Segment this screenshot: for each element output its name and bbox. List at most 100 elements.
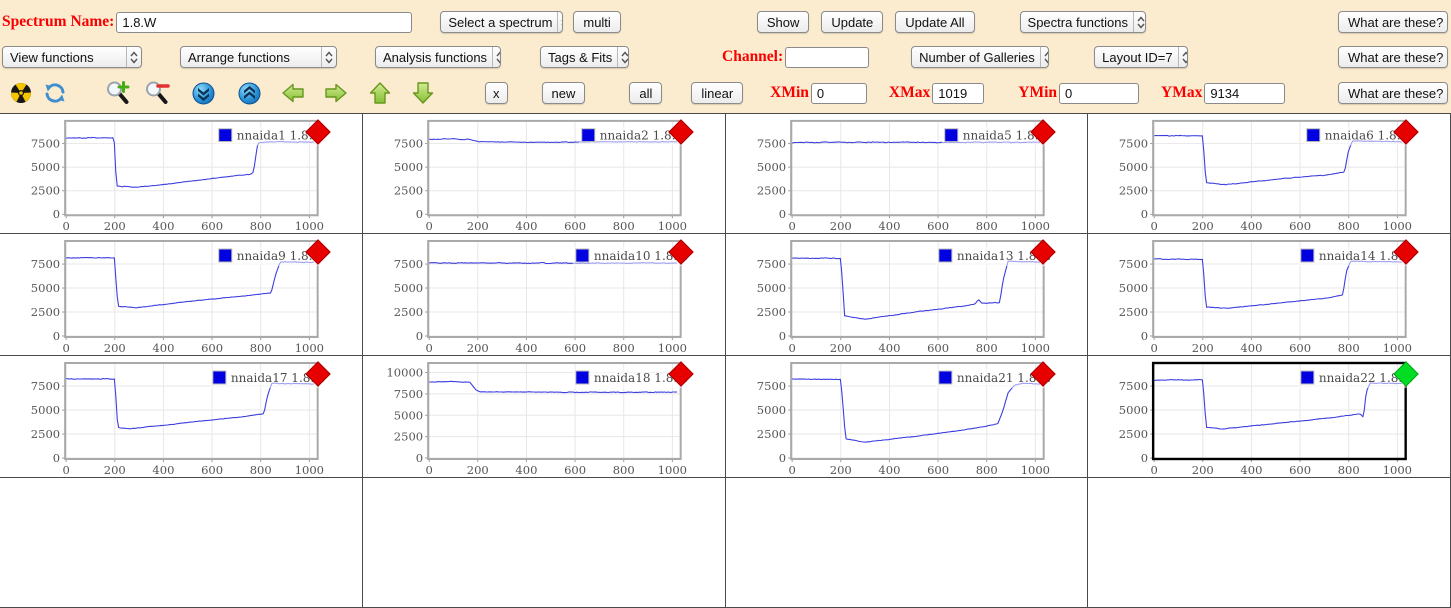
xmin-input[interactable] <box>810 82 867 104</box>
update-button[interactable]: Update <box>821 11 884 33</box>
what-are-these-button-1[interactable]: What are these? <box>1338 11 1448 33</box>
legend-background <box>578 126 682 146</box>
y-tick-label: 7500 <box>394 387 423 401</box>
arrow-right-icon[interactable] <box>324 81 348 105</box>
new-button[interactable]: new <box>541 82 586 104</box>
y-tick-label: 2500 <box>1119 427 1148 441</box>
spectra-functions-dropdown[interactable]: Spectra functions <box>1019 11 1146 33</box>
spectrum-name-label: Spectrum Name: <box>2 13 115 30</box>
spectrum-cell-nnaida2[interactable]: nnaida2 1.8.W 0 2500 5000 7500 0 200 400 600 800 1… <box>362 114 726 234</box>
x-tick-label: 0 <box>425 219 432 233</box>
channel-input[interactable] <box>785 46 870 68</box>
select-a-spectrum-dropdown[interactable]: Select a spectrum <box>440 11 564 33</box>
plot-border <box>789 240 1045 338</box>
arrow-left-icon[interactable] <box>281 81 305 105</box>
zoom-in-icon[interactable] <box>105 81 131 105</box>
legend-background <box>215 247 319 266</box>
number-of-galleries-label: Number of Galleries <box>919 49 1035 65</box>
toolbar: Spectrum Name: Select a spectrum multi S… <box>0 0 1451 113</box>
x-tick-label: 200 <box>467 219 489 233</box>
spectrum-cell-nnaida21[interactable]: nnaida21 1.8.W 0 2500 5000 7500 0 200 400 600 800… <box>725 356 1089 478</box>
legend-swatch <box>1306 128 1321 143</box>
double-up-icon[interactable] <box>238 82 261 105</box>
arrow-up-icon[interactable] <box>368 81 392 105</box>
spectrum-cell-nnaida14[interactable]: nnaida14 1.8.W 0 2500 5000 7500 0 200 400 600 800… <box>1088 234 1451 356</box>
linear-button[interactable]: linear <box>691 82 744 104</box>
spectrum-chart-nnaida18: nnaida18 1.8.W 0 2500 5000 7500 10000 0 200 400 6… <box>386 362 690 477</box>
empty-cell <box>725 478 1089 608</box>
analysis-functions-dropdown[interactable]: Analysis functions <box>375 46 501 68</box>
xmax-input[interactable] <box>932 82 985 104</box>
show-button[interactable]: Show <box>756 11 810 33</box>
x-tick-label: 0 <box>62 219 69 233</box>
what-are-these-button-3[interactable]: What are these? <box>1338 82 1448 104</box>
plot-border <box>789 362 1045 460</box>
y-tick-label: 2500 <box>31 184 60 198</box>
x-tick-label: 0 <box>788 463 795 477</box>
spectrum-cell-nnaida10[interactable]: nnaida10 1.8.W 0 2500 5000 7500 0 200 400 600 800… <box>362 234 726 356</box>
ymax-label: YMax <box>1161 84 1203 101</box>
arrow-down-icon[interactable] <box>411 81 435 105</box>
plot-border <box>64 240 319 338</box>
spectrum-cell-nnaida18[interactable]: nnaida18 1.8.W 0 2500 5000 7500 10000 0 200 400 6… <box>362 356 726 478</box>
x-tick-label: 400 <box>1241 463 1263 477</box>
x-tick-label: 0 <box>62 341 69 355</box>
plot-border <box>426 362 682 460</box>
x-tick-label: 600 <box>927 219 949 233</box>
spectrum-name-input[interactable] <box>116 11 413 33</box>
all-button[interactable]: all <box>629 82 663 104</box>
what-are-these-button-2[interactable]: What are these? <box>1338 46 1448 68</box>
ymax-input[interactable] <box>1204 82 1286 104</box>
x-tick-label: 600 <box>201 219 223 233</box>
y-tick-label: 5000 <box>1119 160 1148 174</box>
view-functions-dropdown[interactable]: View functions <box>2 46 142 68</box>
spectrum-line <box>791 257 1040 320</box>
spectrum-chart-nnaida22: nnaida22 1.8.W 0 2500 5000 7500 0 200 400 600 800… <box>1119 361 1415 477</box>
y-tick-label: 7500 <box>756 137 785 151</box>
x-tick-label: 0 <box>425 341 432 355</box>
x-tick-label: 800 <box>612 341 634 355</box>
double-down-icon[interactable] <box>192 82 215 105</box>
number-of-galleries-dropdown[interactable]: Number of Galleries <box>911 46 1050 68</box>
spectrum-line <box>428 380 677 394</box>
zoom-out-icon[interactable] <box>144 81 170 105</box>
tags-fits-dropdown[interactable]: Tags & Fits <box>540 46 629 68</box>
spectrum-cell-nnaida1[interactable]: nnaida1 1.8.W 0 2500 5000 7500 0 200 400 600 800 1… <box>0 114 363 234</box>
x-tick-label: 0 <box>425 463 432 477</box>
spectrum-cell-nnaida9[interactable]: nnaida9 1.8.W 0 2500 5000 7500 0 200 400 600 800 1… <box>0 234 363 356</box>
y-tick-label: 0 <box>53 451 60 465</box>
radiation-icon[interactable] <box>10 82 32 104</box>
spectrum-cell-nnaida17[interactable]: nnaida17 1.8.W 0 2500 5000 7500 0 200 400 600 800… <box>0 356 363 478</box>
spectrum-cell-nnaida13[interactable]: nnaida13 1.8.W 0 2500 5000 7500 0 200 400 600 800… <box>725 234 1089 356</box>
x-tick-label: 200 <box>829 341 851 355</box>
y-tick-label: 0 <box>53 207 60 221</box>
legend-swatch <box>218 248 233 263</box>
update-all-button[interactable]: Update All <box>895 11 975 33</box>
ymin-input[interactable] <box>1059 82 1139 104</box>
plot-border <box>426 119 682 217</box>
x-tick-label: 600 <box>1289 219 1311 233</box>
legend-swatch <box>212 370 227 385</box>
x-tick-label: 1000 <box>657 219 686 233</box>
x-tick-label: 600 <box>564 219 586 233</box>
spectrum-cell-nnaida6[interactable]: nnaida6 1.8.W 0 2500 5000 7500 0 200 400 600 800 1… <box>1088 114 1451 234</box>
legend-label: nnaida17 1.8.W <box>231 371 327 385</box>
x-button[interactable]: x <box>485 82 508 104</box>
y-tick-label: 5000 <box>31 281 60 295</box>
spectrum-chart-nnaida9: nnaida9 1.8.W 0 2500 5000 7500 0 200 400 600 800 1… <box>31 240 326 355</box>
multi-button[interactable]: multi <box>573 11 621 33</box>
legend-background <box>209 369 319 388</box>
y-tick-label: 2500 <box>31 305 60 319</box>
x-tick-label: 0 <box>788 219 795 233</box>
toolbar-row-2: View functions Arrange functions Analysi… <box>2 41 1449 73</box>
refresh-icon[interactable] <box>44 82 66 104</box>
chevron-updown-icon <box>126 47 141 67</box>
y-tick-label: 5000 <box>756 160 785 174</box>
y-tick-label: 0 <box>416 207 423 221</box>
spectrum-cell-nnaida5[interactable]: nnaida5 1.8.W 0 2500 5000 7500 0 200 400 600 800 1… <box>725 114 1089 234</box>
chevron-updown-icon <box>617 47 628 67</box>
arrange-functions-dropdown[interactable]: Arrange functions <box>180 46 337 68</box>
spectrum-cell-nnaida22[interactable]: nnaida22 1.8.W 0 2500 5000 7500 0 200 400 600 800… <box>1088 356 1451 478</box>
y-tick-label: 0 <box>416 451 423 465</box>
layout-id-dropdown[interactable]: Layout ID=7 <box>1094 46 1189 68</box>
